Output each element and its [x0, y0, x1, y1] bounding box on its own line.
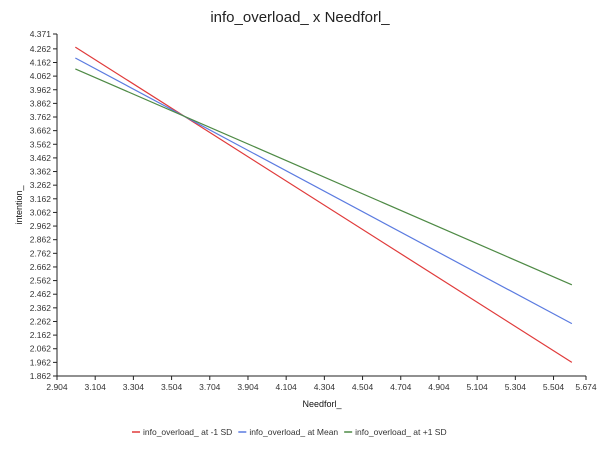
y-tick-label: 2.262: [30, 316, 52, 326]
x-tick-label: 5.104: [467, 382, 489, 392]
y-tick-label: 3.862: [30, 98, 52, 108]
x-tick-label: 5.304: [505, 382, 527, 392]
legend-label: info_overload_ at +1 SD: [355, 427, 446, 437]
y-axis-label: intention_: [14, 184, 24, 224]
y-tick-label: 2.062: [30, 344, 52, 354]
y-tick-label: 3.762: [30, 112, 52, 122]
y-tick-label: 2.962: [30, 221, 52, 231]
legend: info_overload_ at -1 SD info_overload_ at…: [132, 427, 447, 437]
y-tick-label: 4.371: [30, 29, 52, 39]
x-tick-label: 2.904: [46, 382, 68, 392]
y-tick-label: 2.462: [30, 289, 52, 299]
y-tick-label: 3.562: [30, 139, 52, 149]
series-line-3: [75, 68, 573, 286]
series-line-1: [75, 46, 573, 363]
x-tick-label: 4.304: [314, 382, 336, 392]
x-tick-label: 3.704: [199, 382, 221, 392]
y-tick-label: 4.162: [30, 57, 52, 67]
x-tick-label: 5.674: [575, 382, 597, 392]
y-tick-label: 2.162: [30, 330, 52, 340]
legend-label: info_overload_ at -1 SD: [143, 427, 232, 437]
y-tick-label: 2.662: [30, 262, 52, 272]
chart-title: info_overload_ x Needforl_: [210, 9, 390, 26]
y-tick-label: 2.762: [30, 248, 52, 258]
y-tick-label: 3.362: [30, 167, 52, 177]
y-tick-label: 1.862: [30, 371, 52, 381]
x-tick-label: 3.304: [123, 382, 145, 392]
x-axis-ticks: 2.904 3.104 3.304 3.504 3.704 3.904 4.104 4.304…: [46, 376, 597, 392]
x-tick-label: 4.504: [352, 382, 374, 392]
y-tick-label: 1.962: [30, 357, 52, 367]
x-tick-label: 4.104: [276, 382, 298, 392]
y-tick-label: 3.162: [30, 194, 52, 204]
series-lines: [75, 46, 573, 363]
x-tick-label: 3.104: [85, 382, 107, 392]
y-tick-label: 3.962: [30, 85, 52, 95]
legend-label: info_overload_ at Mean: [249, 427, 338, 437]
x-axis-label: Needforl_: [302, 399, 342, 409]
y-tick-label: 3.062: [30, 207, 52, 217]
x-tick-label: 4.704: [390, 382, 412, 392]
x-tick-label: 3.904: [237, 382, 259, 392]
y-tick-label: 2.562: [30, 276, 52, 286]
y-tick-label: 3.462: [30, 153, 52, 163]
y-tick-label: 2.862: [30, 235, 52, 245]
x-tick-label: 4.904: [428, 382, 450, 392]
y-axis-ticks: 4.371 4.262 4.162 4.062 3.962 3.862 3.762 3.662…: [30, 29, 57, 381]
y-tick-label: 4.062: [30, 71, 52, 81]
y-tick-label: 2.362: [30, 303, 52, 313]
series-line-2: [75, 57, 573, 325]
axes: [56, 34, 586, 377]
y-tick-label: 3.662: [30, 126, 52, 136]
x-tick-label: 3.504: [161, 382, 183, 392]
x-tick-label: 5.504: [543, 382, 565, 392]
y-tick-label: 3.262: [30, 180, 52, 190]
y-tick-label: 4.262: [30, 44, 52, 54]
